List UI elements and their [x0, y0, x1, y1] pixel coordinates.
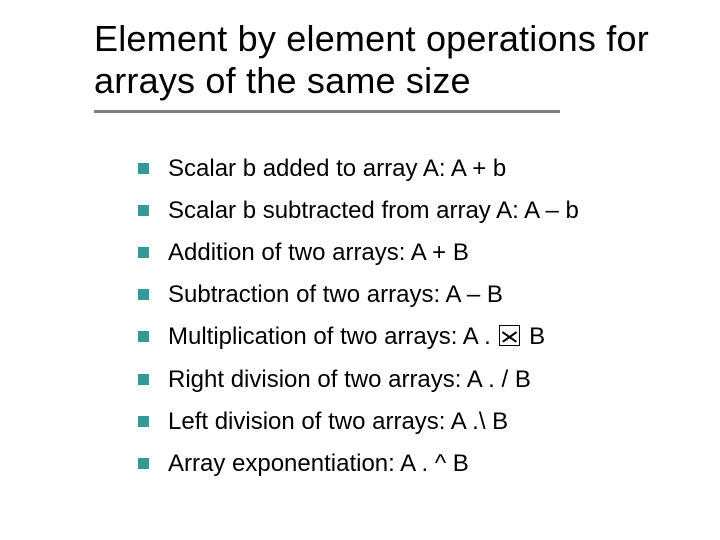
list-item-text: Scalar b subtracted from array A: A – b [168, 194, 579, 227]
list-item-text: Multiplication of two arrays: A . B [168, 320, 545, 353]
list-item-text: Scalar b added to array A: A + b [168, 152, 506, 185]
bullet-list: Scalar b added to array A: A + b Scalar … [138, 152, 698, 489]
square-bullet-icon [138, 416, 149, 427]
square-bullet-icon [138, 458, 149, 469]
list-item: Multiplication of two arrays: A . B [138, 320, 698, 353]
square-bullet-icon [138, 163, 149, 174]
list-item-pre: Multiplication of two arrays: A . [168, 323, 497, 350]
list-item: Left division of two arrays: A .\ B [138, 405, 698, 438]
square-bullet-icon [138, 289, 149, 300]
list-item: Scalar b subtracted from array A: A – b [138, 194, 698, 227]
list-item-text: Array exponentiation: A . ^ B [168, 447, 469, 480]
boxed-multiply-icon [499, 325, 520, 346]
slide-title: Element by element operations for arrays… [94, 18, 654, 103]
list-item-text: Right division of two arrays: A . / B [168, 363, 531, 396]
title-underline [94, 110, 560, 113]
list-item: Addition of two arrays: A + B [138, 236, 698, 269]
list-item-text: Addition of two arrays: A + B [168, 236, 469, 269]
list-item-post: B [522, 323, 545, 350]
slide: Element by element operations for arrays… [0, 0, 720, 540]
list-item-text: Left division of two arrays: A .\ B [168, 405, 508, 438]
list-item: Subtraction of two arrays: A – B [138, 278, 698, 311]
list-item: Right division of two arrays: A . / B [138, 363, 698, 396]
list-item: Scalar b added to array A: A + b [138, 152, 698, 185]
list-item: Array exponentiation: A . ^ B [138, 447, 698, 480]
square-bullet-icon [138, 331, 149, 342]
square-bullet-icon [138, 374, 149, 385]
square-bullet-icon [138, 247, 149, 258]
square-bullet-icon [138, 205, 149, 216]
list-item-text: Subtraction of two arrays: A – B [168, 278, 503, 311]
